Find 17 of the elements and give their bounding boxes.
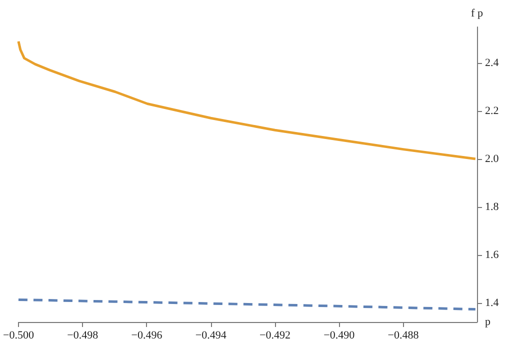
y-axis-title: f p <box>471 8 484 20</box>
x-tick-label: −0.500 <box>2 330 34 342</box>
x-tick-label: −0.490 <box>324 330 356 342</box>
x-tick-label: −0.492 <box>260 330 290 342</box>
y-tick-label: 2.4 <box>485 56 500 69</box>
x-tick-label: −0.488 <box>388 330 420 342</box>
line-series <box>17 40 477 160</box>
y-tick-label: 2.0 <box>485 152 500 165</box>
y-tick-label: 1.8 <box>485 200 500 213</box>
x-axis-title: p <box>485 316 491 328</box>
y-tick-label: 2.2 <box>485 104 499 117</box>
y-tick-label: 1.4 <box>485 296 500 309</box>
y-tick-label: 1.6 <box>485 248 500 261</box>
x-tick-label: −0.498 <box>67 330 99 342</box>
line-series <box>17 298 477 311</box>
x-tick-label: −0.496 <box>131 330 163 342</box>
x-tick-label: −0.494 <box>195 330 227 342</box>
